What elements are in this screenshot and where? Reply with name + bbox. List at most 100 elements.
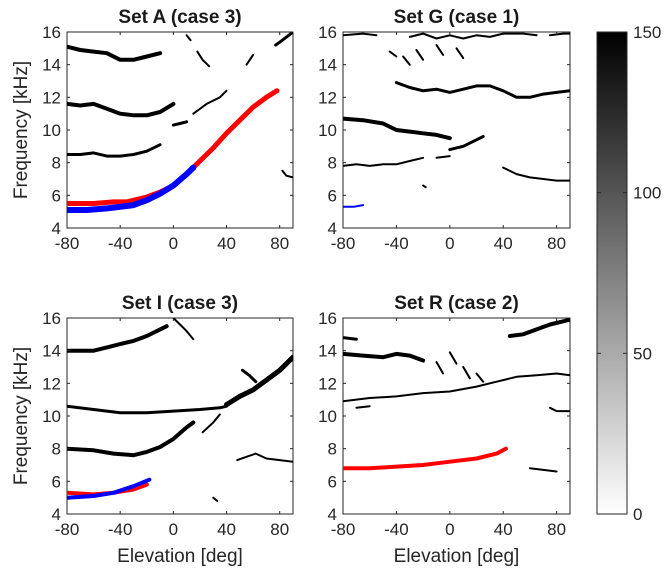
panel-title: Set A (case 3) (118, 7, 241, 28)
black-track (435, 44, 445, 56)
y-axis-label: Frequency [kHz] (11, 61, 32, 199)
y-tick-label: 12 (318, 374, 337, 393)
black-track (236, 452, 293, 463)
black-track (528, 467, 558, 473)
x-axis-label: Elevation [deg] (394, 546, 520, 567)
black-track (224, 354, 293, 408)
y-tick-label: 8 (52, 440, 61, 459)
black-track (435, 361, 445, 375)
y-tick-label: 4 (52, 219, 61, 238)
y-tick-label: 6 (328, 186, 337, 205)
black-track (448, 351, 458, 365)
black-track (192, 89, 228, 115)
y-tick-label: 10 (42, 407, 61, 426)
x-tick-label: 40 (217, 520, 236, 539)
black-track (201, 413, 221, 434)
black-track (343, 116, 452, 141)
black-track (67, 420, 196, 458)
series-group (343, 318, 570, 473)
y-tick-label: 8 (52, 154, 61, 173)
y-tick-label: 10 (318, 407, 337, 426)
panel-set-r: -80 -40 0 40 80 4 6 8 10 12 14 16 Set R (case 2) Elev… (318, 293, 571, 567)
panel-set-i: -80 -40 0 40 80 4 6 8 10 12 14 16 Set I (case 3) Elev… (11, 293, 294, 567)
black-track (402, 55, 411, 66)
x-tick-label: 80 (547, 234, 566, 253)
plot-area (342, 317, 571, 515)
y-tick-label: 16 (42, 309, 61, 328)
black-track (343, 156, 425, 167)
black-track (388, 50, 398, 58)
x-tick-label: -80 (331, 234, 356, 253)
x-tick-label: -40 (384, 234, 409, 253)
y-tick-label: 8 (328, 440, 337, 459)
black-track (343, 32, 378, 37)
black-track (281, 169, 293, 179)
plot-area (66, 31, 294, 229)
y-tick-label: 14 (318, 342, 337, 361)
black-track (67, 324, 169, 353)
panel-set-g: -80 -40 0 40 80 4 6 8 10 12 14 16 Set G (case 1) (318, 7, 571, 253)
y-tick-label: 8 (328, 154, 337, 173)
black-track (408, 32, 538, 40)
y-tick-label: 6 (52, 186, 61, 205)
black-track (462, 366, 471, 380)
y-tick-label: 16 (318, 23, 337, 42)
black-track (549, 406, 570, 413)
x-tick-label: 40 (494, 234, 513, 253)
panel-set-a: -80 -40 0 40 80 4 6 8 10 12 14 16 Set A (case 3) Freq… (11, 7, 294, 253)
y-tick-label: 4 (328, 505, 337, 524)
x-tick-label: -80 (55, 234, 80, 253)
x-tick-label: -40 (108, 520, 133, 539)
x-tick-label: 0 (445, 520, 454, 539)
plot-area (342, 31, 571, 229)
y-tick-label: 14 (318, 56, 337, 75)
series-group (67, 32, 293, 213)
x-tick-label: -40 (108, 234, 133, 253)
blue-track (67, 477, 152, 500)
panel-title: Set I (case 3) (122, 293, 238, 314)
black-track (67, 143, 162, 158)
black-track (241, 368, 258, 384)
black-track (415, 49, 425, 61)
y-tick-label: 16 (42, 23, 61, 42)
x-tick-label: 0 (169, 234, 178, 253)
panel-title: Set G (case 1) (394, 7, 520, 28)
colorbar-tick-label: 0 (633, 505, 642, 524)
colorbar-tick-label: 150 (633, 23, 661, 42)
x-tick-label: 0 (169, 520, 178, 539)
y-tick-label: 10 (318, 121, 337, 140)
y-tick-label: 12 (318, 88, 337, 107)
y-tick-label: 4 (52, 505, 61, 524)
series-group (343, 32, 570, 208)
blue-track (343, 204, 364, 208)
black-track (355, 405, 371, 409)
series-group (67, 318, 293, 502)
black-track (67, 44, 163, 62)
black-track (274, 32, 293, 47)
black-track (507, 318, 570, 338)
black-track (394, 81, 570, 99)
x-tick-label: 0 (445, 234, 454, 253)
black-track (475, 372, 485, 383)
x-tick-label: 40 (494, 520, 513, 539)
black-track (343, 372, 570, 403)
red-track (343, 446, 508, 471)
black-track (67, 101, 176, 118)
colorbar: 0 50 100 150 (596, 23, 661, 524)
y-axis-label: Frequency [kHz] (11, 347, 32, 485)
black-track (171, 120, 189, 127)
black-track (422, 184, 427, 189)
black-track (435, 155, 451, 159)
y-tick-label: 10 (42, 121, 61, 140)
y-tick-label: 16 (318, 309, 337, 328)
colorbar-tick-label: 100 (633, 184, 661, 203)
black-track (67, 404, 228, 415)
x-tick-label: 40 (217, 234, 236, 253)
blue-track (67, 164, 197, 213)
plot-area (66, 317, 294, 515)
black-track (448, 135, 485, 152)
black-track (212, 496, 219, 502)
black-track (172, 318, 195, 341)
y-tick-label: 6 (328, 472, 337, 491)
